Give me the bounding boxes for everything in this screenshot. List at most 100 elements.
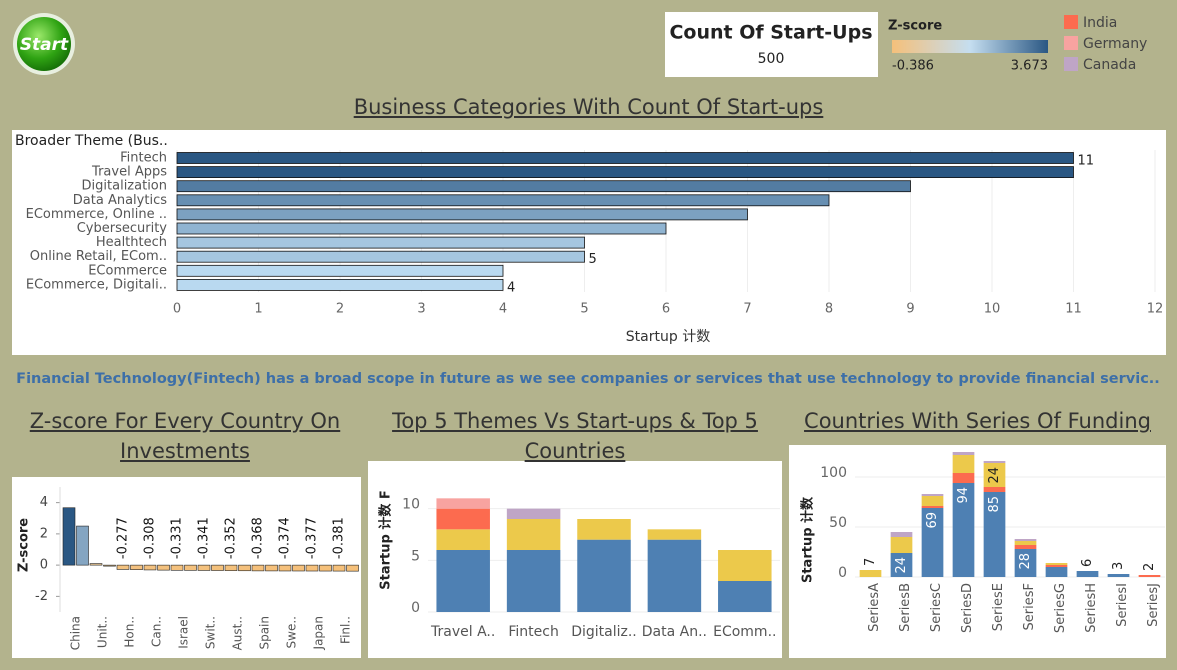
bar-segment (1138, 575, 1161, 577)
bar (176, 208, 748, 221)
button-label[interactable]: Start (20, 35, 69, 55)
value-label: -0.381 (332, 517, 347, 559)
x-tick-label: Japan (312, 616, 326, 650)
value-label: 3 (1111, 562, 1126, 570)
x-tick-label: SeriesG (1053, 583, 1068, 633)
x-tick-label: Swe.. (285, 616, 299, 648)
bar-segment (718, 550, 772, 581)
value-label: 5 (589, 252, 597, 267)
x-tick-label: 7 (743, 302, 751, 317)
x-tick-label: Fintech (508, 624, 558, 640)
y-axis-title: Startup 计数 (800, 496, 816, 583)
y-tick-label: 0 (838, 565, 847, 581)
x-tick-label: 3 (417, 302, 425, 317)
bar-segment (1014, 549, 1037, 577)
bar-segment (921, 508, 944, 577)
bar (176, 236, 585, 249)
x-tick-label: 2 (336, 302, 344, 317)
y-header: Broader Theme (Bus.. (15, 133, 168, 149)
value-label: -0.352 (224, 517, 239, 559)
bar-segment (952, 483, 975, 577)
bar (176, 180, 911, 193)
bar-segment (718, 581, 772, 612)
x-tick-label: China (69, 616, 83, 650)
legend-label: Germany (1083, 36, 1147, 52)
bar-segment (436, 550, 490, 612)
bar (184, 564, 197, 571)
kpi-card (665, 12, 878, 77)
bar-segment (921, 496, 944, 506)
bar-segment (1045, 565, 1068, 567)
bar (238, 564, 251, 572)
bar (176, 222, 667, 235)
bar-segment (921, 494, 944, 496)
bar (170, 564, 184, 571)
bar-segment (859, 570, 882, 577)
x-tick-label: 12 (1147, 302, 1164, 317)
bar-segment (577, 539, 631, 612)
value-label: 85 (987, 496, 1002, 513)
bar-segment (1014, 539, 1037, 541)
category-label: Digitalization (82, 179, 167, 194)
y-tick-label: 4 (40, 495, 48, 510)
x-tick-label: SeriesJ (1146, 583, 1161, 627)
legend-swatch (1064, 15, 1078, 29)
legend-swatch (1064, 36, 1078, 50)
x-tick-label: SeriesB (898, 583, 913, 632)
bar (197, 564, 211, 571)
chart-title: Top 5 Themes Vs Start-ups & Top 5 Countr… (392, 409, 758, 463)
value-label: 28 (1018, 553, 1033, 570)
chart-title: Z-score For Every Country On Investments (29, 409, 341, 463)
x-tick-label: 5 (580, 302, 588, 317)
bar-segment (983, 487, 1006, 492)
bar-segment (952, 473, 975, 483)
category-label: Online Retail, ECom.. (30, 249, 167, 264)
value-label: 24 (987, 467, 1002, 484)
x-tick-label: SeriesE (991, 583, 1006, 631)
x-tick-label: Spain (258, 616, 272, 650)
bar-segment (577, 519, 631, 540)
bar (176, 278, 504, 291)
bar (251, 564, 265, 572)
x-tick-label: 4 (499, 302, 507, 317)
y-tick-label: 100 (820, 465, 847, 481)
value-label: -0.277 (116, 517, 131, 559)
value-label: -0.341 (197, 517, 212, 559)
x-tick-label: SeriesH (1084, 583, 1099, 633)
kpi-value: 500 (758, 51, 785, 67)
x-tick-label: Hon.. (123, 616, 137, 648)
bar (332, 564, 346, 572)
x-tick-label: 1 (254, 302, 262, 317)
zscore-gradient (892, 40, 1048, 53)
y-tick-label: 10 (402, 497, 420, 513)
legend-swatch (1064, 57, 1078, 71)
x-axis-title: Startup 计数 (626, 329, 710, 345)
x-tick-label: 0 (173, 302, 181, 317)
bar-segment (983, 492, 1006, 577)
x-tick-label: Data An.. (642, 624, 707, 640)
x-tick-label: SeriesA (867, 583, 882, 632)
bar (265, 564, 278, 572)
zscore-max: 3.673 (1011, 59, 1048, 74)
bar-segment (1045, 563, 1068, 565)
value-label: -0.377 (305, 517, 320, 559)
bar-segment (1014, 545, 1037, 549)
bar (292, 564, 305, 572)
x-tick-label: SeriesF (1022, 583, 1037, 630)
bar-segment (506, 550, 561, 612)
category-label: ECommerce (88, 263, 167, 278)
bar (176, 194, 830, 207)
bar (130, 564, 143, 570)
bar-segment (983, 461, 1006, 463)
x-tick-label: Can.. (150, 616, 164, 647)
y-axis-title: Z-score (17, 518, 32, 572)
category-label: Data Analytics (73, 193, 167, 208)
value-label: 11 (1078, 154, 1095, 169)
legend-label: Canada (1083, 57, 1136, 73)
start-button[interactable] (17, 17, 71, 71)
category-label: Fintech (120, 151, 167, 166)
bar (278, 564, 292, 572)
y-tick-label: 2 (40, 526, 48, 541)
bar-segment (890, 532, 913, 537)
